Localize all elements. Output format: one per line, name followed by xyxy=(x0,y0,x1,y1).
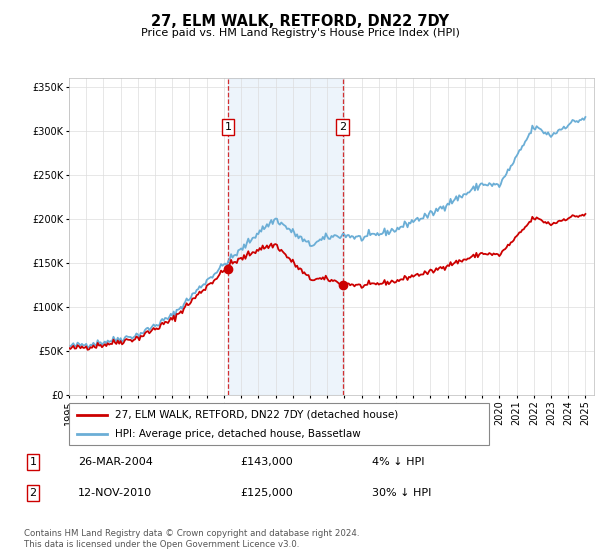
Text: 27, ELM WALK, RETFORD, DN22 7DY (detached house): 27, ELM WALK, RETFORD, DN22 7DY (detache… xyxy=(115,409,398,419)
Text: £143,000: £143,000 xyxy=(240,457,293,467)
Text: HPI: Average price, detached house, Bassetlaw: HPI: Average price, detached house, Bass… xyxy=(115,429,361,439)
Text: 27, ELM WALK, RETFORD, DN22 7DY: 27, ELM WALK, RETFORD, DN22 7DY xyxy=(151,14,449,29)
Text: 30% ↓ HPI: 30% ↓ HPI xyxy=(372,488,431,498)
Text: 26-MAR-2004: 26-MAR-2004 xyxy=(78,457,153,467)
Text: Contains HM Land Registry data © Crown copyright and database right 2024.
This d: Contains HM Land Registry data © Crown c… xyxy=(24,529,359,549)
Text: 1: 1 xyxy=(29,457,37,467)
Text: 1: 1 xyxy=(225,122,232,132)
Text: Price paid vs. HM Land Registry's House Price Index (HPI): Price paid vs. HM Land Registry's House … xyxy=(140,28,460,38)
Text: £125,000: £125,000 xyxy=(240,488,293,498)
Text: 2: 2 xyxy=(29,488,37,498)
Bar xyxy=(228,78,343,395)
Text: 4% ↓ HPI: 4% ↓ HPI xyxy=(372,457,425,467)
Text: 12-NOV-2010: 12-NOV-2010 xyxy=(78,488,152,498)
Text: 2: 2 xyxy=(339,122,346,132)
